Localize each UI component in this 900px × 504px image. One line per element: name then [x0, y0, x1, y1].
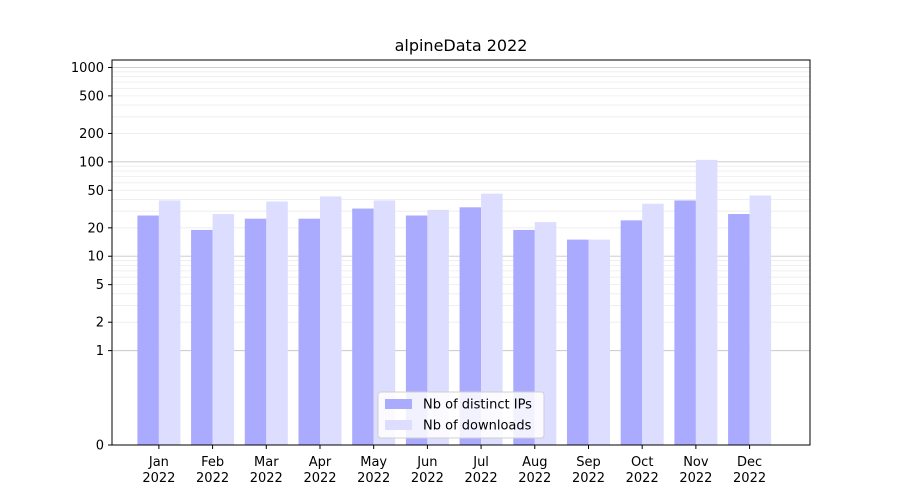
- bar-distinct-ips: [566, 239, 589, 445]
- y-tick-label: 0: [96, 439, 104, 454]
- bar-distinct-ips: [137, 215, 159, 445]
- x-tick-label: Dec 2022: [733, 455, 766, 486]
- x-tick-label: Mar 2022: [250, 455, 283, 486]
- bar-distinct-ips: [191, 229, 213, 445]
- bar-distinct-ips: [298, 218, 320, 445]
- x-tick-label: May 2022: [357, 455, 390, 486]
- bar-distinct-ips: [352, 208, 374, 445]
- y-tick-label: 20: [87, 221, 104, 236]
- bar-distinct-ips: [728, 214, 750, 445]
- legend-swatch: [385, 420, 412, 430]
- plot-frame: [111, 59, 811, 446]
- bar-distinct-ips: [405, 215, 428, 445]
- y-tick-label: 100: [79, 155, 104, 170]
- legend-label: Nb of distinct IPs: [423, 398, 532, 413]
- x-tick-label: Feb 2022: [196, 455, 229, 486]
- legend-swatch: [385, 399, 412, 409]
- y-tick-label: 500: [79, 89, 104, 104]
- x-tick-label: Oct 2022: [626, 455, 659, 486]
- bar-downloads: [534, 222, 557, 445]
- bar-distinct-ips: [244, 218, 267, 445]
- y-tick-label: 2: [96, 316, 104, 331]
- bar-downloads: [373, 200, 396, 445]
- bar-downloads: [695, 159, 718, 446]
- y-axis: 0 1 2 5 10 20 50 100 200 500 1000: [71, 61, 112, 454]
- x-tick-label: Aug 2022: [518, 455, 551, 486]
- x-tick-label: Jan 2022: [142, 455, 175, 486]
- bar-downloads: [427, 209, 449, 445]
- x-tick-label: Jun 2022: [411, 455, 444, 486]
- bar-downloads: [212, 214, 235, 445]
- legend-box: [377, 391, 545, 439]
- x-tick-label: Nov 2022: [679, 455, 712, 486]
- bar-distinct-ips: [620, 220, 643, 445]
- bar-distinct-ips: [459, 207, 482, 445]
- bars-layer: [137, 159, 772, 446]
- legend-label: Nb of downloads: [423, 419, 532, 434]
- x-tick-label: Sep 2022: [572, 455, 605, 486]
- y-tick-label: 50: [87, 184, 104, 199]
- x-tick-label: Apr 2022: [303, 455, 336, 486]
- bar-downloads: [158, 200, 181, 445]
- bar-distinct-ips: [513, 229, 535, 445]
- bar-distinct-ips: [674, 200, 696, 445]
- bar-downloads: [319, 196, 342, 445]
- bar-downloads: [588, 239, 610, 445]
- bar-downloads: [481, 193, 503, 445]
- chart-title: alpineData 2022: [395, 36, 528, 55]
- y-tick-label: 5: [96, 278, 104, 293]
- bar-downloads: [749, 195, 772, 445]
- bar-downloads: [642, 203, 664, 445]
- y-tick-label: 200: [79, 127, 104, 142]
- bar-downloads: [266, 201, 288, 445]
- y-tick-label: 1000: [71, 61, 104, 76]
- y-tick-label: 10: [87, 250, 104, 265]
- x-axis: Jan 2022 Feb 2022 Mar 2022 Apr 2022 May 2022 Jun 20…: [142, 445, 766, 486]
- x-tick-label: Jul 2022: [465, 455, 498, 486]
- y-tick-label: 1: [96, 344, 104, 359]
- legend: Nb of distinct IPs Nb of downloads: [377, 391, 545, 439]
